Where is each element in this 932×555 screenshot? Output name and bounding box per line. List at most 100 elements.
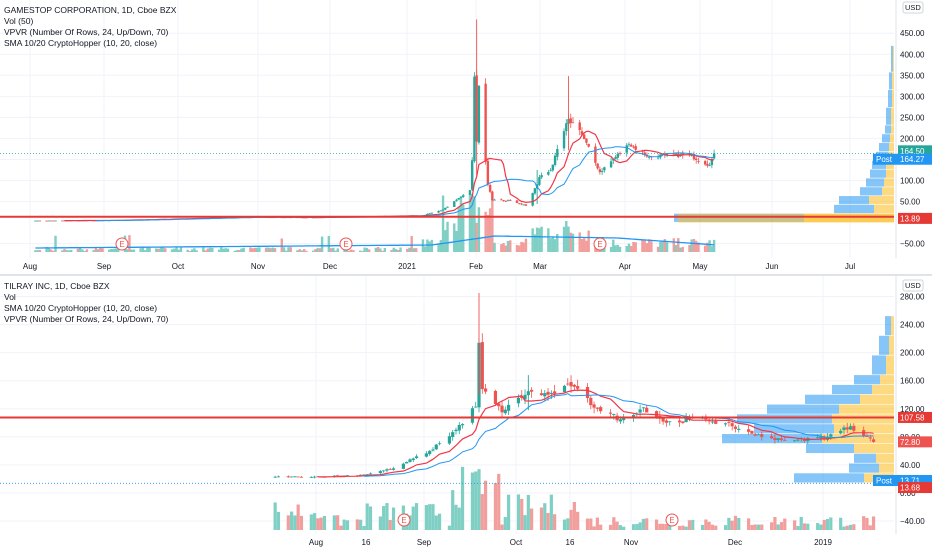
volume-bar: [802, 523, 807, 530]
volume-bar: [108, 249, 111, 252]
volume-bar: [235, 250, 239, 252]
candle-body: [49, 220, 53, 222]
volume-bar: [486, 215, 490, 252]
tlry-chart-svg[interactable]: 280.00240.00200.00160.00120.0080.0040.00…: [0, 276, 932, 534]
tlry-time-axis[interactable]: Aug 16 Sep Oct 16 Nov Dec 2019: [0, 534, 932, 550]
volume-bar: [179, 247, 183, 252]
gme-chart-pane[interactable]: 450.00400.00350.00300.00250.00200.00150.…: [0, 0, 932, 258]
candle-body: [618, 153, 622, 154]
volume-bar: [710, 246, 714, 252]
vpvr-up-bar: [872, 160, 886, 169]
tlry-chart-pane[interactable]: 280.00240.00200.00160.00120.0080.0040.00…: [0, 276, 932, 534]
vpvr-up-bar: [866, 178, 884, 187]
volume-bar: [428, 504, 432, 530]
candle-body: [589, 397, 593, 406]
volume-bar: [399, 247, 402, 252]
candle-body: [672, 153, 675, 155]
volume-bar: [756, 524, 761, 530]
volume-bar: [608, 524, 613, 530]
volume-bar: [299, 515, 304, 530]
candle-body: [460, 424, 465, 426]
volume-bar: [314, 249, 317, 252]
volume-bar: [379, 248, 382, 252]
volume-bar: [81, 249, 84, 252]
volume-bar: [385, 503, 389, 530]
time-tick-label: Aug: [309, 538, 323, 547]
volume-bar: [500, 244, 503, 252]
volume-bar: [52, 250, 55, 252]
gme-time-axis[interactable]: Aug Sep Oct Nov Dec 2021 Feb Mar Apr May Jun Jul: [0, 258, 932, 274]
candle-body: [694, 158, 698, 161]
pane-divider[interactable]: [0, 274, 932, 276]
post-market-tag-label-bg: [873, 153, 898, 165]
gme-chart-svg[interactable]: 450.00400.00350.00300.00250.00200.00150.…: [0, 0, 932, 258]
candle-body: [273, 476, 277, 478]
tlry-symbol-title[interactable]: TILRAY INC, 1D, Cboe BZX: [4, 281, 110, 291]
volume-bar: [661, 240, 664, 252]
price-tick-label: 160.00: [900, 377, 925, 386]
volume-bar: [269, 248, 272, 252]
candle-body: [470, 408, 475, 423]
volume-bar: [117, 248, 120, 252]
candle-body: [638, 409, 642, 413]
candle-body: [457, 424, 461, 431]
candle-body: [594, 146, 597, 163]
tlry-time-axis-svg[interactable]: Aug 16 Sep Oct 16 Nov Dec 2019: [0, 534, 932, 550]
volume-bar: [488, 208, 492, 252]
volume-bar: [585, 518, 590, 530]
volume-bar: [319, 517, 323, 530]
gme-study-sma[interactable]: SMA 10/20 CryptoHopper (10, 20, close): [4, 38, 158, 48]
candle-body: [516, 397, 521, 404]
volume-bar: [551, 236, 555, 252]
candle-body: [500, 199, 503, 201]
candle-body: [565, 123, 568, 132]
volume-bar: [334, 250, 337, 252]
volume-bar: [747, 518, 751, 530]
volume-bar: [724, 525, 728, 530]
volume-bar: [222, 248, 225, 252]
tlry-study-vol[interactable]: Vol: [4, 292, 16, 302]
vpvr-down-bar: [891, 107, 894, 125]
candle-body: [600, 170, 604, 172]
vpvr-down-bar: [892, 90, 894, 108]
volume-bar: [470, 193, 474, 252]
last-price-tag-bg: [898, 436, 932, 448]
price-tick-label: 100.00: [900, 176, 925, 185]
volume-bar: [195, 250, 198, 252]
volume-bar: [567, 226, 570, 252]
candle-body: [428, 450, 432, 455]
gme-study-vpvr[interactable]: VPVR (Number Of Rows, 24, Up/Down, 70): [4, 27, 169, 37]
candle-body: [630, 144, 633, 147]
tlry-study-sma[interactable]: SMA 10/20 CryptoHopper (10, 20, close): [4, 303, 158, 313]
candle-body: [444, 207, 447, 210]
vpvr-up-bar: [854, 453, 876, 463]
volume-bar: [226, 248, 230, 252]
gme-study-vol[interactable]: Vol (50): [4, 16, 34, 26]
volume-bar: [190, 249, 194, 252]
price-tick-label: −40.00: [900, 517, 925, 526]
candle-body: [760, 434, 764, 437]
volume-bar: [641, 518, 646, 530]
volume-bar: [650, 241, 653, 252]
candle-body: [616, 153, 619, 158]
candle-body: [730, 423, 734, 427]
gme-symbol-title[interactable]: GAMESTOP CORPORATION, 1D, Cboe BZX: [4, 5, 177, 15]
candle-body: [491, 191, 494, 201]
volume-bar: [569, 509, 573, 530]
tlry-study-vpvr[interactable]: VPVR (Number Of Rows, 24, Up/Down, 70): [4, 314, 169, 324]
volume-bar: [816, 523, 820, 530]
gme-time-axis-svg[interactable]: Aug Sep Oct Nov Dec 2021 Feb Mar Apr May Jun Jul: [0, 258, 932, 274]
volume-bar: [130, 249, 133, 252]
volume-bar: [645, 243, 649, 252]
volume-bar: [556, 233, 559, 252]
last-price-tag: 72.80: [900, 438, 921, 447]
candle-body: [382, 470, 386, 472]
volume-bar: [382, 506, 386, 530]
volume-bar: [298, 249, 301, 252]
time-tick-label: Jun: [766, 262, 779, 271]
candle-body: [641, 407, 646, 409]
candle-body: [634, 146, 637, 150]
candle-body: [431, 449, 435, 451]
volume-bar: [253, 247, 257, 252]
volume-bar: [367, 249, 371, 252]
